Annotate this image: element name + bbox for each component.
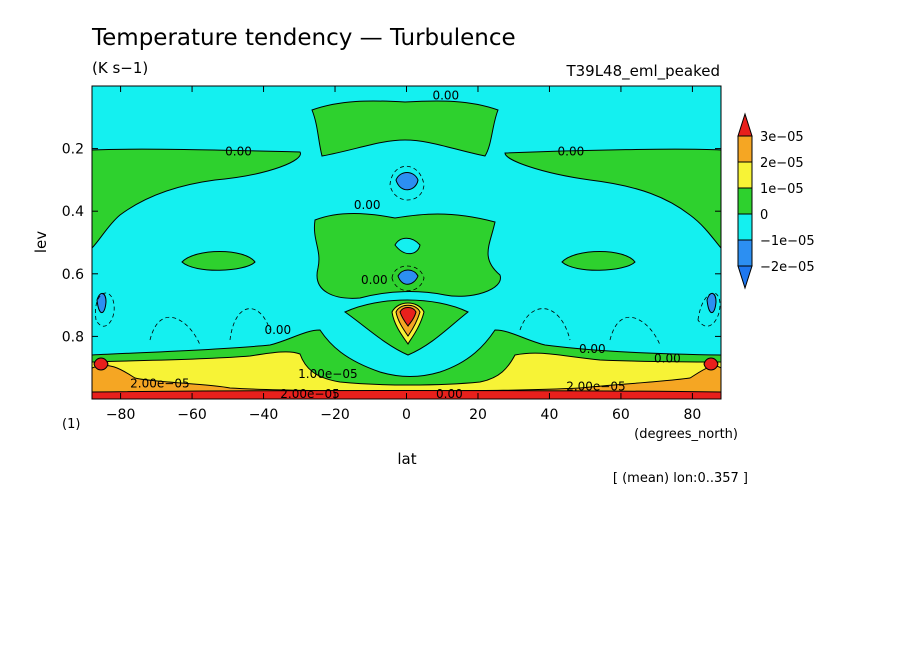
colorbar-label: −1e−05	[760, 234, 815, 249]
green-region-center	[313, 212, 501, 299]
green-region-top-center	[311, 100, 499, 157]
contour-label: 0.00	[432, 88, 459, 102]
contour-label: 0.00	[354, 198, 381, 212]
contour-field	[92, 86, 721, 399]
x-tick-label: 80	[683, 407, 701, 423]
contour-label: 0.00	[436, 387, 463, 401]
y-axis: 0.2 0.4 0.6 0.8	[62, 142, 721, 345]
contour-label: 2.00e−05	[280, 387, 339, 401]
colorbar-segment	[737, 213, 753, 241]
green-blob-left	[181, 251, 256, 271]
x-axis-title: lat	[397, 450, 416, 468]
contour-label: 0.00	[264, 323, 291, 337]
x-tick-label: 60	[612, 407, 630, 423]
colorbar-label: 3e−05	[760, 130, 804, 145]
green-region-upper-left	[92, 148, 301, 249]
contour-label: 0.00	[654, 351, 681, 365]
colorbar-label: 2e−05	[760, 156, 804, 171]
contour-label: 0.00	[361, 273, 388, 287]
y-axis-units: (1)	[62, 417, 80, 432]
units-label: (K s−1)	[92, 59, 148, 77]
colorbar: 3e−05 2e−05 1e−05 0 −1e−05 −2e−05	[737, 112, 815, 290]
y-tick-label: 0.6	[62, 267, 84, 283]
chart-title: Temperature tendency — Turbulence	[91, 25, 516, 51]
red-spot-right	[703, 357, 719, 371]
y-tick-label: 0.4	[62, 204, 84, 220]
negative-contours	[95, 166, 721, 346]
colorbar-label: −2e−05	[760, 260, 815, 275]
contour-label: 0.00	[558, 145, 585, 159]
contour-label: 0.00	[225, 145, 252, 159]
blue-patch-left	[96, 293, 107, 314]
yellow-band-lower	[92, 351, 721, 399]
x-tick-label: −20	[320, 407, 350, 423]
x-axis: −80 −60 −40 −20 0 20 40 60 80	[106, 86, 701, 423]
colorbar-triangle-top	[737, 112, 753, 137]
y-tick-label: 0.8	[62, 329, 84, 345]
x-tick-label: −80	[106, 407, 136, 423]
contour-label: 2.00e−05	[566, 379, 625, 393]
experiment-label: T39L48_eml_peaked	[565, 62, 720, 81]
blue-patch-upper	[395, 172, 419, 191]
x-tick-label: 20	[469, 407, 487, 423]
blue-patch-middle	[397, 269, 419, 285]
colorbar-label: 1e−05	[760, 182, 804, 197]
contour-label: 1.00e−05	[298, 367, 357, 381]
cyan-hole-center	[394, 237, 421, 255]
colorbar-triangle-bottom	[737, 265, 753, 290]
x-tick-label: 0	[402, 407, 411, 423]
x-tick-label: −40	[249, 407, 279, 423]
x-tick-label: 40	[541, 407, 559, 423]
colorbar-segment	[737, 187, 753, 215]
colorbar-segment	[737, 239, 753, 267]
colorbar-label: 0	[760, 208, 768, 223]
green-region-upper-right	[504, 148, 721, 249]
red-core	[399, 307, 417, 327]
colorbar-segment	[737, 161, 753, 189]
contour-label: 2.00e−05	[130, 376, 189, 390]
contour-label: 0.00	[579, 342, 606, 356]
y-tick-label: 0.2	[62, 142, 84, 158]
averaging-note: [ (mean) lon:0..357 ]	[613, 471, 748, 486]
x-tick-label: −60	[177, 407, 207, 423]
red-spot-left	[93, 357, 109, 371]
contour-labels: 0.00 0.00 0.00 0.00 0.00 0.00 0.00 0.00 1.00e−05…	[130, 88, 681, 401]
green-blob-right	[561, 251, 636, 271]
colorbar-segment	[737, 135, 753, 163]
y-axis-title: lev	[32, 231, 50, 253]
x-axis-units: (degrees_north)	[634, 427, 738, 442]
